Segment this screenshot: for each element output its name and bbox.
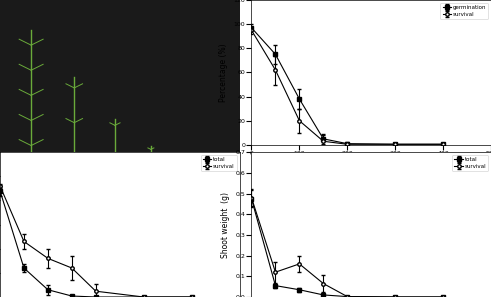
FancyBboxPatch shape — [66, 258, 82, 266]
Legend: germination, survival: germination, survival — [440, 3, 488, 19]
X-axis label: Dose (Gy): Dose (Gy) — [353, 162, 390, 171]
FancyBboxPatch shape — [174, 258, 191, 266]
FancyBboxPatch shape — [23, 258, 39, 266]
FancyBboxPatch shape — [142, 258, 159, 266]
FancyBboxPatch shape — [202, 258, 219, 266]
Legend: total, survival: total, survival — [452, 155, 488, 171]
Y-axis label: Shoot weight  (g): Shoot weight (g) — [221, 192, 230, 257]
FancyBboxPatch shape — [107, 258, 123, 266]
Legend: total, survival: total, survival — [201, 155, 237, 171]
Y-axis label: Percentage (%): Percentage (%) — [219, 43, 228, 102]
